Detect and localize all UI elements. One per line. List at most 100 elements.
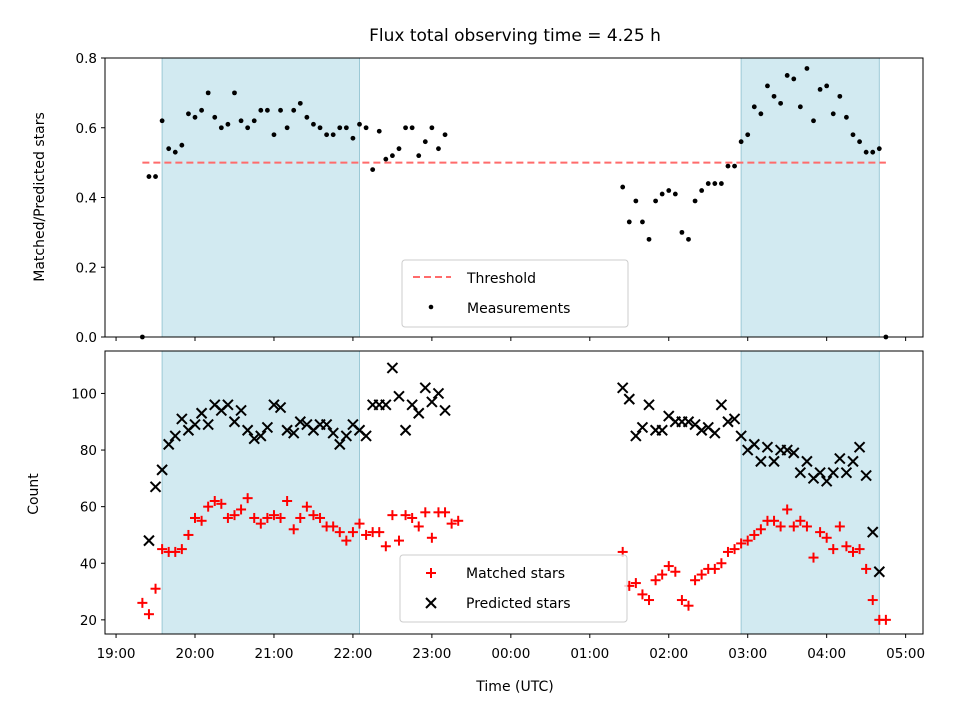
predicted-star-point <box>189 418 201 431</box>
predicted-star-point-b <box>682 416 695 428</box>
matched-star-point <box>716 558 727 569</box>
matched-star-point <box>736 538 747 549</box>
xlabel: Time (UTC) <box>475 679 553 695</box>
predicted-star-point-b <box>209 399 221 411</box>
predicted-star-point-b <box>380 399 392 411</box>
matched-star-point <box>341 535 352 546</box>
legend-threshold-label: Threshold <box>466 271 536 287</box>
measurement-point <box>653 198 658 204</box>
top-legend-box <box>401 259 629 328</box>
matched-star-point <box>755 524 766 535</box>
legend-measurements-label: Measurements <box>467 301 570 317</box>
predicted-star-point <box>235 404 247 417</box>
predicted-star-point-b <box>840 466 853 479</box>
measurement-point <box>166 146 172 152</box>
predicted-star-point <box>695 424 708 436</box>
legend-matched-swatch <box>426 568 436 578</box>
predicted-star-point <box>867 526 879 538</box>
measurement-point <box>396 146 402 152</box>
measurement-point <box>350 135 356 141</box>
measurement-point <box>699 188 705 193</box>
predicted-star-point-b <box>248 433 260 445</box>
predicted-star-point-b <box>360 430 372 442</box>
predicted-star-point <box>248 433 260 445</box>
predicted-star-point <box>636 421 649 434</box>
legend-x-marker-b <box>425 597 437 609</box>
measurement-point <box>429 125 435 131</box>
bot-shade-1 <box>740 350 880 635</box>
measurement-point <box>297 100 303 106</box>
measurement-point <box>317 125 323 131</box>
top-measurements <box>139 66 889 340</box>
measurement-point <box>330 132 336 138</box>
top-ylabel: Matched/Predicted stars <box>32 112 48 282</box>
predicted-star-point <box>814 466 826 479</box>
matched-star-point <box>834 521 845 532</box>
predicted-star-point <box>327 427 339 439</box>
matched-star-point <box>328 521 339 532</box>
measurement-point <box>179 142 185 148</box>
predicted-star-point <box>630 430 642 442</box>
xtick-label: 22:00 <box>333 646 372 662</box>
bottom-axes: 20 40 60 80 100 <box>71 350 924 638</box>
measurement-point <box>751 104 757 110</box>
bot-frame <box>104 350 924 635</box>
predicted-star-point-b <box>623 393 635 405</box>
measurement-point <box>245 125 251 131</box>
predicted-star-point-b <box>255 430 267 442</box>
matched-star-point <box>880 614 891 625</box>
matched-star-point <box>262 512 273 523</box>
predicted-star-point <box>820 475 833 487</box>
measurement-point <box>186 111 191 117</box>
measurement-point <box>159 118 165 124</box>
chart-title: Flux total observing time = 4.25 h <box>369 26 661 46</box>
xtick-label: 02:00 <box>649 646 688 662</box>
matched-star-point <box>775 521 786 532</box>
measurement-point <box>646 236 652 242</box>
matched-star-point <box>782 504 793 515</box>
measurement-point <box>791 76 797 82</box>
predicted-star-point-b <box>235 404 247 417</box>
matched-star-point <box>420 507 431 518</box>
bottom-legend-box <box>399 554 628 623</box>
measurement-point <box>146 174 152 179</box>
matched-star-point <box>683 600 694 611</box>
predicted-star-point-b <box>722 416 734 428</box>
matched-star-point <box>400 510 411 521</box>
measurement-point <box>403 125 408 131</box>
predicted-star-point-b <box>334 438 346 451</box>
predicted-star-point <box>406 399 418 411</box>
matched-star-point <box>196 515 207 526</box>
predicted-star-point <box>149 481 162 493</box>
predicted-star-point <box>735 430 747 442</box>
measurement-point <box>442 132 448 138</box>
xtick-label: 04:00 <box>807 646 846 662</box>
measurement-point <box>232 90 237 96</box>
predicted-star-point <box>715 399 728 411</box>
measurement-point <box>765 83 770 89</box>
predicted-star-point-b <box>353 424 366 436</box>
matched-star-point <box>334 527 345 538</box>
measurement-point <box>304 114 310 120</box>
measurement-point <box>844 114 849 120</box>
predicted-star-point <box>399 424 412 436</box>
predicted-star-point <box>281 424 293 436</box>
matched-star-point <box>670 566 681 577</box>
bottom-ylabel: Count <box>26 473 42 515</box>
matched-star-point <box>861 563 872 574</box>
predicted-star-point <box>143 534 155 547</box>
measurement-point <box>205 90 211 96</box>
measurement-point <box>712 181 718 186</box>
predicted-star-point-b <box>222 399 234 411</box>
matched-star-point <box>867 595 878 606</box>
measurement-point <box>199 107 204 113</box>
predicted-star-point-b <box>827 466 839 479</box>
measurement-point <box>218 125 224 131</box>
matched-star-point <box>413 521 424 532</box>
predicted-star-point <box>860 469 872 482</box>
predicted-star-point-b <box>274 401 287 414</box>
measurement-point <box>337 125 343 131</box>
matched-star-point <box>143 609 154 620</box>
predicted-star-point-b <box>426 396 438 408</box>
matched-star-point <box>696 569 707 580</box>
